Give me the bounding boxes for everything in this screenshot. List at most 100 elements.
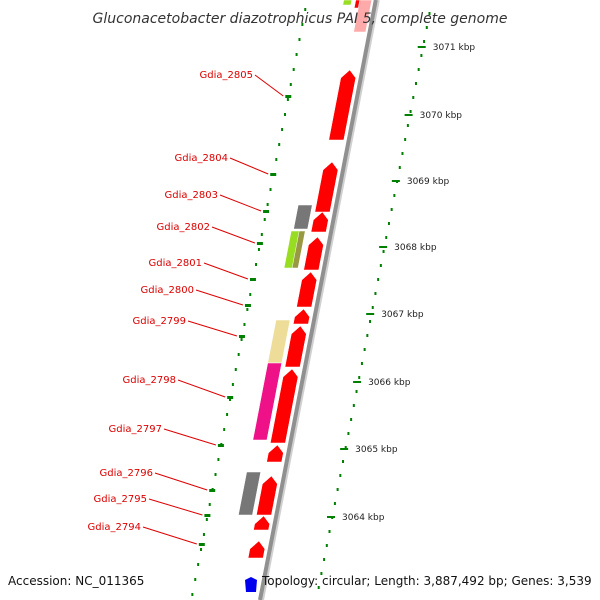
outer-guide-dot (342, 460, 345, 463)
outer-guide-dot (406, 124, 409, 127)
feature-tick (285, 95, 292, 98)
accession-text: Accession: NC_011365 (8, 574, 145, 588)
label-leader-line (154, 472, 208, 491)
inner-guide-dot (263, 218, 266, 221)
outer-guide-dot (339, 474, 342, 477)
inner-guide-dot (246, 308, 249, 311)
inner-guide-dot (278, 143, 281, 146)
inner-guide-dot (194, 578, 197, 581)
feature-tick (227, 396, 234, 399)
label-leader-line (195, 289, 244, 306)
label-leader-line (211, 226, 256, 244)
backbone-line (258, 0, 378, 600)
feature-tick (198, 543, 205, 546)
outer-guide-dot (412, 96, 415, 99)
feature-tick (238, 335, 245, 338)
label-leader-line (203, 262, 249, 280)
label-leader-line (219, 194, 262, 212)
cds-arrow (266, 444, 284, 463)
inner-guide-dot (304, 8, 307, 11)
outer-guide-dot (336, 488, 339, 491)
outer-guide-dot (417, 68, 420, 71)
outer-guide-dot (387, 222, 390, 225)
gene-label: Gdia_2800 (141, 285, 194, 296)
label-leader-line (254, 74, 284, 97)
label-leader-line (177, 379, 226, 398)
gene-label: Gdia_2798 (123, 375, 176, 386)
pink-top-feature-block (353, 0, 373, 33)
kbp-label: 3071 kbp (433, 43, 476, 53)
label-leader-line (163, 428, 217, 446)
feature-tick (270, 173, 277, 176)
inner-guide-dot (255, 263, 258, 266)
inner-guide-dot (286, 98, 289, 101)
outer-guide-dot (360, 362, 363, 365)
gene-label: Gdia_2802 (157, 222, 210, 233)
gene-label: Gdia_2804 (175, 153, 228, 164)
outer-guide-dot (382, 250, 385, 253)
feature-tick (204, 514, 211, 517)
gene-label: Gdia_2795 (94, 494, 147, 505)
lime-feature-block (342, 0, 353, 6)
cds-arrow (247, 540, 266, 559)
inner-guide-dot (191, 593, 194, 596)
outer-guide-dot (317, 586, 320, 589)
inner-guide-dot (223, 428, 226, 431)
inner-guide-dot (197, 563, 200, 566)
feature-tick (217, 444, 224, 447)
cds-arrow (314, 161, 339, 213)
gene-label: Gdia_2794 (88, 522, 141, 533)
feature-tick (256, 242, 263, 245)
inner-guide-dot (249, 293, 252, 296)
inner-guide-dot (275, 158, 278, 161)
gene-label: Gdia_2805 (200, 70, 253, 81)
cds-arrow (292, 308, 310, 325)
gray-feature-block (238, 471, 262, 516)
inner-guide-dot (234, 368, 237, 371)
outer-guide-dot (423, 40, 426, 43)
gene-label: Gdia_2796 (100, 468, 153, 479)
inner-guide-dot (214, 473, 217, 476)
kbp-tick-track: 3071 kbp 3070 kbp 3069 kbp 3068 kbp 3067 kbp… (198, 43, 476, 546)
label-leader-line (148, 498, 203, 516)
outer-guide-dot (352, 404, 355, 407)
cds-arrow (310, 211, 329, 233)
outer-guide-dot (425, 26, 428, 29)
gray-feature-block (293, 204, 313, 230)
topology-marker-icon (245, 577, 257, 592)
inner-guide-dot (298, 38, 301, 41)
outer-guide-dot (390, 208, 393, 211)
inner-guide-dot (205, 518, 208, 521)
outer-guide-dot (393, 194, 396, 197)
inner-guide-dot (217, 458, 220, 461)
inner-guide-dot (237, 353, 240, 356)
outer-guide-dot (323, 558, 326, 561)
kbp-label: 3065 kbp (355, 445, 398, 455)
gene-label: Gdia_2803 (165, 190, 218, 201)
label-leader-line (229, 157, 269, 175)
map-title: Gluconacetobacter diazotrophicus PAI 5, … (93, 11, 508, 27)
inner-guide-dot (281, 128, 284, 131)
outer-guide-dot (358, 376, 361, 379)
kbp-label: 3068 kbp (394, 243, 437, 253)
outer-guide-dot (385, 236, 388, 239)
outer-guide-dot (366, 334, 369, 337)
outer-guide-dot (325, 544, 328, 547)
outer-guide-dot (328, 530, 331, 533)
kbp-label: 3064 kbp (342, 513, 385, 523)
inner-guide-dot (226, 413, 229, 416)
inner-guide-dot (208, 503, 211, 506)
outer-guide-dot (414, 82, 417, 85)
outer-guide-dot (347, 432, 350, 435)
inner-guide-dot (301, 23, 304, 26)
inner-guide-dot (269, 188, 272, 191)
label-leader-line (142, 526, 197, 545)
kbp-label: 3067 kbp (381, 310, 424, 320)
outer-guide-dot (344, 446, 347, 449)
cds-arrow (253, 515, 270, 531)
inner-guide-dot (292, 68, 295, 71)
outer-guide-dot (398, 166, 401, 169)
feature-track (238, 0, 373, 559)
tan-feature-block (267, 319, 291, 364)
